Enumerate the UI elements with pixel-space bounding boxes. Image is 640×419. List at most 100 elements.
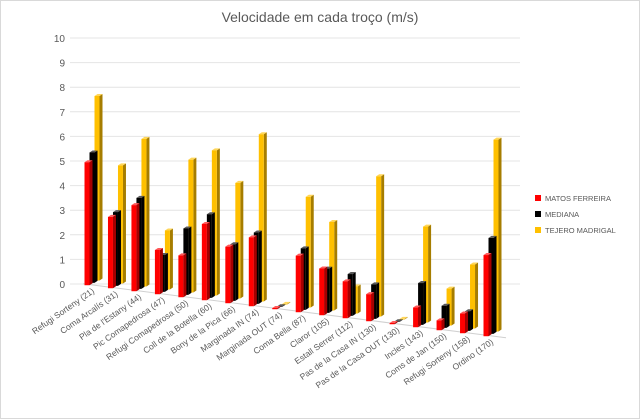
bar-top <box>235 180 244 183</box>
bar-top <box>413 305 422 308</box>
y-tick-label: 10 <box>54 34 66 45</box>
bar-top <box>493 137 502 140</box>
bar <box>470 264 476 329</box>
bar-top <box>418 281 427 284</box>
bar-top <box>394 319 403 322</box>
bar-side <box>418 305 422 328</box>
bar-top <box>201 221 210 224</box>
bar <box>376 176 382 317</box>
bar-side <box>475 262 479 329</box>
bar-side <box>310 194 314 308</box>
bar-top <box>183 226 192 229</box>
bar-side <box>94 150 98 283</box>
bar <box>436 320 442 331</box>
bar-side <box>216 148 220 296</box>
bar-side <box>211 212 215 298</box>
y-tick-label: 0 <box>59 280 65 291</box>
bar-top <box>84 160 93 163</box>
bar-side <box>441 318 445 331</box>
bar-side <box>470 309 474 331</box>
bar-top <box>376 174 385 177</box>
bar <box>295 255 301 313</box>
bar-side <box>146 136 150 287</box>
bar-side <box>493 235 497 334</box>
bar-side <box>423 281 427 325</box>
bar-side <box>136 203 140 292</box>
bar <box>282 303 288 305</box>
bar <box>248 237 254 307</box>
bar <box>154 249 160 295</box>
bar <box>423 226 429 323</box>
bar-side <box>240 180 244 299</box>
bar-top <box>366 292 375 295</box>
bar-side <box>324 266 328 316</box>
bar-side <box>334 219 338 311</box>
bar-top <box>389 321 398 324</box>
bar-side <box>488 253 492 337</box>
bar-top <box>460 311 469 314</box>
bar-side <box>376 282 380 319</box>
bar-top <box>436 318 445 321</box>
bar-top <box>371 282 380 285</box>
bar-side <box>117 210 121 286</box>
bar-top <box>136 195 145 198</box>
bar <box>178 255 184 298</box>
legend-label: MEDIANA <box>545 210 579 219</box>
bar-top <box>188 157 197 160</box>
y-tick-label: 8 <box>59 83 65 94</box>
bar-side <box>277 306 281 310</box>
bar-top <box>258 132 267 135</box>
bar <box>258 134 264 302</box>
bar-side <box>404 316 408 320</box>
bar-side <box>141 195 145 289</box>
bar-top <box>305 194 314 197</box>
bar-side <box>352 272 356 316</box>
y-tick-label: 9 <box>59 59 65 70</box>
bar-top <box>295 253 304 256</box>
bar-top <box>483 253 492 256</box>
bar-side <box>305 246 309 310</box>
bar-top <box>423 224 432 227</box>
bar-side <box>235 242 239 301</box>
bar-side <box>258 230 262 304</box>
y-tick-label: 3 <box>59 206 65 217</box>
bar-top <box>107 214 116 217</box>
y-tick-label: 5 <box>59 157 65 168</box>
bar-top <box>446 286 455 289</box>
bar-top <box>206 212 215 215</box>
bar <box>342 281 348 319</box>
bar-top <box>112 210 121 213</box>
bar-side <box>498 137 502 332</box>
legend-swatch <box>535 211 541 217</box>
bar-top <box>89 150 98 153</box>
bar-top <box>253 230 262 233</box>
bar-top <box>94 94 103 97</box>
bar <box>483 255 489 337</box>
bar-side <box>188 226 192 295</box>
bar <box>107 216 113 289</box>
bar-side <box>381 174 385 317</box>
bar <box>418 283 424 325</box>
bar-top <box>117 163 126 166</box>
bar-side <box>451 286 455 326</box>
bar <box>235 182 241 299</box>
bar-side <box>206 221 210 301</box>
bar-side <box>122 163 126 284</box>
bar-top <box>211 148 220 151</box>
legend-swatch <box>535 195 541 201</box>
bar-side <box>193 157 197 293</box>
bar <box>319 268 325 316</box>
bar-side <box>394 321 398 325</box>
bar-top <box>272 306 281 309</box>
bar-side <box>465 311 469 334</box>
floor-line <box>82 283 507 339</box>
bar <box>272 308 278 310</box>
bar-side <box>159 247 163 295</box>
bar-side <box>263 132 267 302</box>
bar-side <box>300 253 304 313</box>
bar <box>131 205 137 292</box>
bar-side <box>89 160 93 286</box>
y-tick-label: 4 <box>59 182 65 193</box>
y-tick-label: 7 <box>59 108 65 119</box>
